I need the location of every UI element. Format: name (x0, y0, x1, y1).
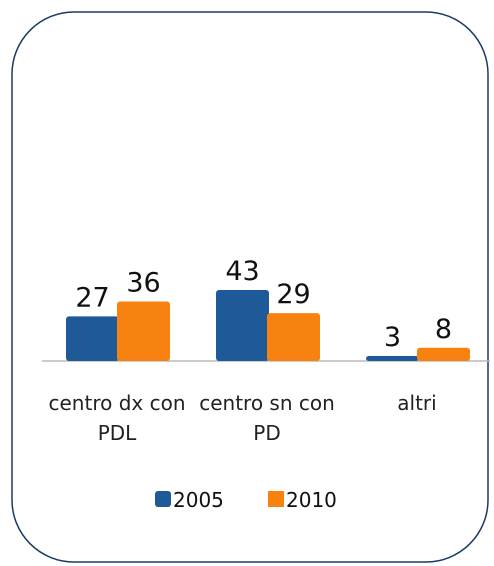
panel (11, 11, 489, 563)
bar (417, 347, 470, 361)
x-tick-label: altri (397, 391, 437, 415)
value-label: 29 (276, 279, 310, 310)
x-tick-label: centro sn con PD (199, 391, 335, 445)
legend-label: 2010 (286, 488, 337, 512)
value-label: 27 (75, 282, 109, 313)
bar (66, 316, 119, 361)
legend-swatch (268, 491, 284, 507)
value-label: 43 (225, 256, 259, 287)
bar (216, 290, 269, 361)
bar (267, 313, 320, 361)
bar (117, 301, 170, 361)
x-tick-label: centro dx con PDL (48, 391, 186, 445)
legend-swatch (155, 491, 171, 507)
bar (366, 356, 419, 361)
value-label: 36 (126, 268, 160, 299)
value-label: 3 (384, 322, 401, 353)
value-label: 8 (435, 314, 452, 345)
legend-label: 2005 (173, 488, 224, 512)
